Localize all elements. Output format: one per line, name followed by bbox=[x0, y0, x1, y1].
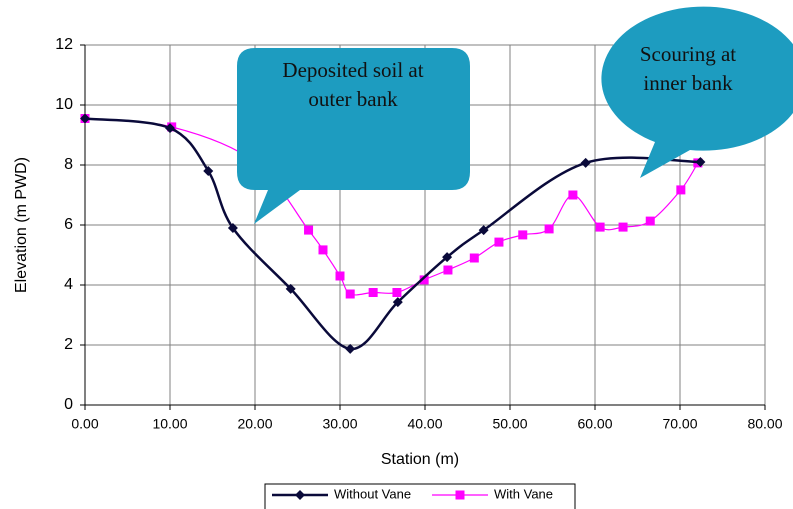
y-axis-title: Elevation (m PWD) bbox=[13, 157, 30, 293]
callout-text: inner bank bbox=[643, 71, 733, 95]
x-tick-label: 30.00 bbox=[322, 416, 357, 432]
marker bbox=[345, 289, 355, 299]
marker bbox=[392, 288, 402, 297]
legend-label: Without Vane bbox=[334, 486, 411, 501]
marker bbox=[568, 190, 578, 200]
callout-shape bbox=[237, 48, 470, 224]
y-tick-label: 12 bbox=[55, 36, 73, 53]
callout-text: outer bank bbox=[308, 87, 398, 111]
legend-label: With Vane bbox=[494, 486, 553, 501]
y-tick-label: 4 bbox=[64, 276, 73, 293]
marker bbox=[227, 223, 238, 233]
legend-box bbox=[264, 483, 576, 509]
x-tick-label: 50.00 bbox=[492, 416, 527, 432]
marker bbox=[618, 222, 628, 232]
marker bbox=[203, 166, 214, 176]
marker bbox=[295, 490, 305, 500]
marker bbox=[494, 237, 504, 247]
y-tick-label: 10 bbox=[55, 96, 73, 113]
marker bbox=[676, 185, 686, 195]
marker bbox=[595, 222, 605, 232]
marker bbox=[345, 343, 356, 354]
x-tick-label: 80.00 bbox=[747, 416, 782, 432]
x-tick-label: 40.00 bbox=[407, 416, 442, 432]
marker bbox=[368, 288, 378, 297]
marker bbox=[335, 271, 345, 281]
x-tick-label: 70.00 bbox=[662, 416, 697, 432]
marker bbox=[469, 253, 479, 263]
callout-outer: Deposited soil at outer bank bbox=[237, 48, 470, 224]
callout-inner: Scouring at inner bank bbox=[601, 6, 793, 178]
marker bbox=[478, 225, 489, 236]
marker bbox=[455, 490, 465, 500]
marker bbox=[419, 275, 429, 285]
marker bbox=[285, 283, 296, 294]
y-tick-label: 0 bbox=[64, 396, 73, 413]
marker bbox=[392, 297, 403, 308]
marker bbox=[695, 157, 706, 167]
x-axis-title: Station (m) bbox=[381, 451, 459, 468]
marker bbox=[304, 225, 314, 235]
marker bbox=[165, 123, 175, 134]
x-tick-label: 60.00 bbox=[577, 416, 612, 432]
callout-shape bbox=[601, 6, 793, 178]
marker bbox=[80, 113, 90, 124]
callout-text: Deposited soil at bbox=[282, 58, 423, 82]
marker bbox=[443, 265, 453, 275]
y-tick-label: 8 bbox=[64, 156, 73, 173]
marker bbox=[544, 224, 554, 234]
callout-text: Scouring at bbox=[640, 42, 736, 66]
y-tick-label: 2 bbox=[64, 336, 73, 353]
y-tick-label: 6 bbox=[64, 216, 73, 233]
marker bbox=[518, 230, 528, 240]
marker bbox=[318, 245, 328, 255]
series bbox=[80, 113, 706, 354]
x-tick-label: 10.00 bbox=[152, 416, 187, 432]
legend: Without Vane With Vane bbox=[264, 483, 576, 509]
x-tick-label: 20.00 bbox=[237, 416, 272, 432]
marker bbox=[645, 216, 655, 226]
marker bbox=[442, 252, 453, 263]
marker bbox=[580, 157, 591, 168]
x-tick-label: 0.00 bbox=[71, 416, 98, 432]
